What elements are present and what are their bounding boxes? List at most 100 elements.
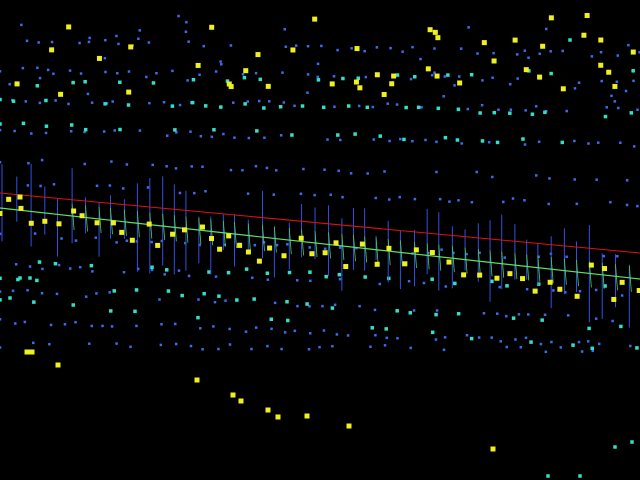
cyan-point (495, 140, 500, 145)
blue-point (184, 241, 187, 245)
blue-point (91, 270, 94, 273)
blue-point (105, 102, 109, 105)
blue-point (111, 100, 114, 103)
cyan-point (413, 75, 417, 79)
blue-point (173, 322, 177, 326)
green-tick (576, 259, 579, 286)
blue-point (275, 169, 278, 172)
yellow-marker (79, 213, 85, 219)
yellow-marker (55, 362, 61, 368)
cyan-point (133, 309, 137, 314)
yellow-marker (322, 250, 328, 256)
blue-point (337, 169, 340, 173)
cyan-point (37, 260, 42, 264)
blue-point (186, 79, 189, 82)
cyan-point (243, 102, 247, 106)
yellow-marker (333, 240, 339, 246)
blue-point (46, 68, 50, 72)
yellow-marker (574, 293, 580, 299)
blue-point (36, 66, 39, 70)
cyan-point (456, 311, 461, 316)
blue-point (388, 198, 391, 201)
blue-point (411, 139, 414, 143)
blue-point (620, 294, 624, 297)
blue-point (165, 165, 168, 168)
blue-point (316, 62, 320, 66)
cyan-point (83, 79, 87, 84)
blue-point (591, 349, 595, 353)
blue-point (527, 313, 530, 316)
blue-point (110, 160, 113, 163)
blue-point (527, 56, 530, 59)
cyan-point (508, 111, 512, 115)
green-tick (136, 211, 140, 238)
blue-point (250, 347, 253, 351)
blue-point (187, 40, 190, 43)
blue-point (364, 75, 368, 79)
cyan-point (118, 80, 122, 85)
cyan-point (287, 270, 292, 275)
blue-point (102, 130, 106, 133)
blue-point (27, 161, 30, 165)
cyan-point (511, 316, 516, 320)
blue-point (163, 273, 166, 276)
cyan-point (217, 294, 221, 298)
cyan-point (341, 76, 345, 81)
blue-point (309, 279, 312, 283)
blue-point (293, 329, 297, 333)
blue-point (138, 129, 142, 132)
cyan-point (578, 474, 582, 478)
yellow-marker (29, 349, 35, 355)
yellow-marker (446, 259, 452, 265)
green-tick (247, 223, 251, 250)
blue-point (638, 51, 640, 54)
yellow-marker (598, 62, 604, 68)
blue-point (632, 79, 635, 83)
blue-point (594, 288, 598, 292)
cyan-point (321, 105, 326, 110)
cyan-point (430, 277, 434, 281)
blue-point (538, 52, 542, 56)
blue-point (210, 135, 214, 139)
blue-point (83, 162, 86, 166)
blue-point (435, 309, 439, 312)
blue-point (420, 106, 423, 109)
green-tick (400, 240, 403, 267)
cyan-point (363, 275, 367, 279)
blue-point (158, 298, 161, 301)
green-tick (537, 255, 541, 282)
blue-point (481, 79, 484, 82)
blue-point (332, 75, 336, 78)
green-tick (353, 235, 356, 262)
yellow-marker (359, 241, 365, 247)
cyan-point (402, 137, 406, 142)
blue-point (613, 100, 617, 103)
blue-point (0, 160, 2, 164)
yellow-marker (357, 85, 363, 91)
cyan-point (44, 124, 49, 128)
green-tick (222, 220, 226, 247)
blue-point (171, 69, 174, 73)
yellow-marker (290, 47, 296, 53)
yellow-marker (245, 249, 251, 255)
blue-point (335, 333, 339, 336)
blue-point (575, 202, 579, 206)
blue-point (273, 301, 277, 305)
blue-point (219, 60, 222, 63)
blue-point (573, 139, 576, 143)
yellow-marker (6, 196, 12, 202)
blue-point (198, 73, 201, 76)
yellow-marker (226, 233, 232, 239)
blue-point (537, 255, 540, 258)
yellow-marker (381, 91, 387, 97)
green-tick (426, 243, 430, 270)
blue-point (44, 131, 48, 135)
blue-point (78, 41, 81, 45)
blue-point (499, 340, 503, 343)
blue-point (175, 131, 178, 134)
blue-point (498, 285, 501, 289)
blue-point (282, 101, 286, 104)
green-tick (550, 257, 554, 284)
yellow-marker (548, 15, 554, 21)
